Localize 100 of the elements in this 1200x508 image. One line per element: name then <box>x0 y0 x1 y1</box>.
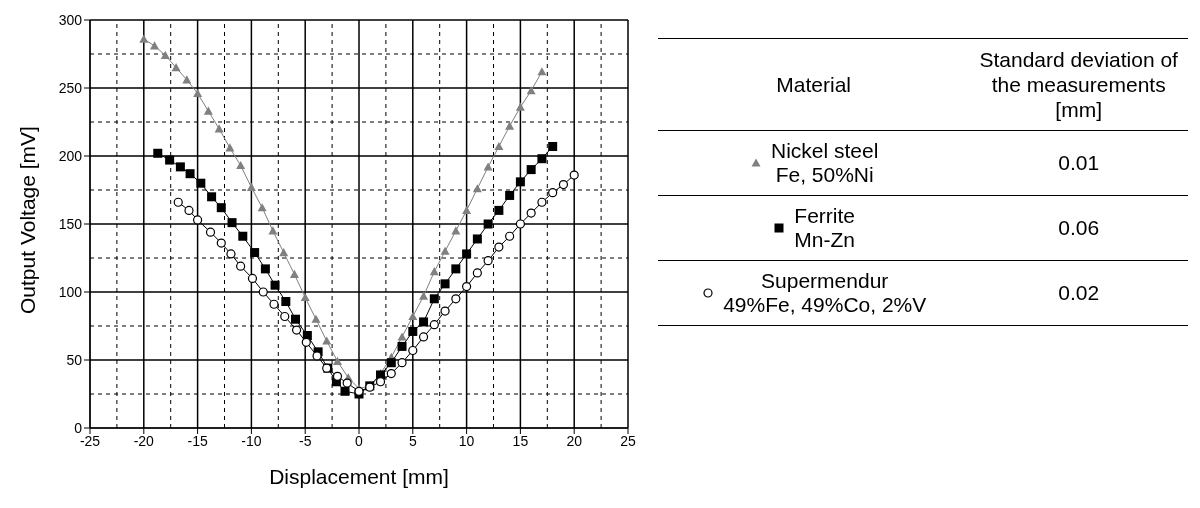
point <box>451 294 461 304</box>
point <box>472 234 482 244</box>
point <box>472 268 482 278</box>
point <box>332 371 343 381</box>
point <box>281 297 291 307</box>
point <box>203 106 213 115</box>
point <box>257 203 267 212</box>
point <box>247 273 258 283</box>
point <box>429 267 439 276</box>
point <box>342 378 352 388</box>
point <box>270 280 280 290</box>
point <box>184 205 194 215</box>
point <box>250 248 260 258</box>
y-tick-label: 200 <box>58 147 83 164</box>
point <box>494 205 504 215</box>
x-tick-label: -15 <box>187 432 208 449</box>
point <box>494 242 504 252</box>
x-tick-label: 0 <box>355 432 364 449</box>
point <box>515 177 525 187</box>
x-axis-title: Displacement [mm] <box>269 465 449 488</box>
y-tick-label: 300 <box>58 11 83 28</box>
point <box>537 197 547 207</box>
point <box>214 124 224 133</box>
point <box>227 218 237 228</box>
point <box>462 205 472 214</box>
point <box>236 161 246 170</box>
text: Standard deviation of the measurements [mm] <box>978 47 1179 123</box>
x-tick-label: 10 <box>458 432 475 449</box>
point <box>429 320 439 330</box>
point <box>289 269 299 278</box>
point <box>301 337 311 347</box>
point <box>207 192 217 202</box>
point <box>340 386 350 396</box>
point <box>193 215 203 225</box>
x-tick-label: -10 <box>241 432 262 449</box>
point <box>291 314 301 324</box>
point <box>225 143 235 152</box>
point <box>260 264 270 274</box>
point <box>375 377 386 387</box>
x-tick-label: 25 <box>620 432 636 449</box>
y-tick-label: 100 <box>58 283 83 300</box>
point <box>173 197 183 207</box>
point <box>462 249 472 259</box>
text: 0.02 <box>1057 280 1101 306</box>
x-tick-label: 5 <box>408 432 417 449</box>
point <box>150 41 160 50</box>
point <box>408 326 418 336</box>
point <box>165 155 175 165</box>
y-tick-label: 150 <box>58 215 83 232</box>
point <box>429 294 439 304</box>
point <box>279 248 289 257</box>
legend-label: Ferrite Mn-Zn <box>794 204 856 252</box>
x-tick-label: 15 <box>512 432 529 449</box>
y-tick-label: 250 <box>58 79 83 96</box>
point <box>175 162 185 172</box>
x-tick-label: 20 <box>566 432 583 449</box>
point <box>440 246 450 255</box>
point <box>182 75 192 84</box>
text: 0.01 <box>1057 150 1101 176</box>
point <box>268 226 278 235</box>
point <box>386 369 396 379</box>
point <box>332 356 342 365</box>
point <box>171 63 181 72</box>
point <box>386 358 396 368</box>
text: Material <box>775 71 853 98</box>
point <box>462 281 472 292</box>
point <box>291 325 302 335</box>
point <box>153 148 163 158</box>
point <box>269 299 279 309</box>
point <box>505 231 515 241</box>
point <box>216 203 226 213</box>
point <box>537 154 547 164</box>
point <box>205 227 216 237</box>
point <box>515 219 525 229</box>
point <box>193 88 203 98</box>
point <box>451 226 461 235</box>
text: 0.06 <box>1057 215 1101 241</box>
point <box>311 314 321 323</box>
point <box>419 317 429 327</box>
x-tick-label: -20 <box>133 432 155 449</box>
point <box>569 170 579 180</box>
point <box>312 351 322 361</box>
point <box>451 264 461 274</box>
point <box>408 311 418 321</box>
point <box>216 238 226 248</box>
point <box>258 287 268 297</box>
point <box>236 261 246 271</box>
point <box>505 190 515 200</box>
point <box>196 178 206 188</box>
point <box>526 165 536 175</box>
point <box>246 182 256 191</box>
point <box>548 141 558 151</box>
x-tick-label: -5 <box>298 432 312 449</box>
point <box>397 358 407 368</box>
legend-label: Supermendur 49%Fe, 49%Co, 2%V <box>723 269 927 317</box>
point <box>238 231 248 241</box>
point <box>558 179 569 190</box>
y-axis-title: Output Voltage [mV] <box>16 126 40 314</box>
point <box>494 141 504 151</box>
point <box>300 292 310 302</box>
